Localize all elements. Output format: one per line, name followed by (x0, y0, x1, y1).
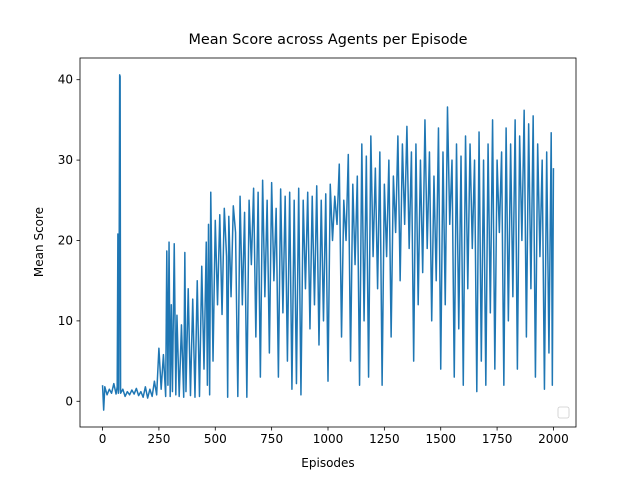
x-tick-label: 1500 (425, 432, 456, 446)
x-tick-label: 0 (99, 432, 107, 446)
x-tick-label: 1750 (482, 432, 513, 446)
x-tick-label: 500 (204, 432, 227, 446)
x-tick-label: 750 (260, 432, 283, 446)
y-axis-label: Mean Score (32, 207, 46, 277)
x-tick-label: 1250 (369, 432, 400, 446)
x-tick-label: 250 (147, 432, 170, 446)
legend (557, 406, 570, 419)
y-tick-label: 0 (65, 394, 73, 408)
plot-frame (79, 57, 577, 428)
x-axis-label: Episodes (301, 456, 354, 470)
y-tick-label: 10 (58, 314, 73, 328)
chart-title: Mean Score across Agents per Episode (188, 32, 467, 48)
y-tick-label: 40 (58, 73, 73, 87)
line (101, 74, 555, 411)
y-tick-label: 20 (58, 233, 73, 247)
x-tick-label: 1000 (313, 432, 344, 446)
y-tick-label: 30 (58, 153, 73, 167)
x-tick-label: 2000 (538, 432, 569, 446)
